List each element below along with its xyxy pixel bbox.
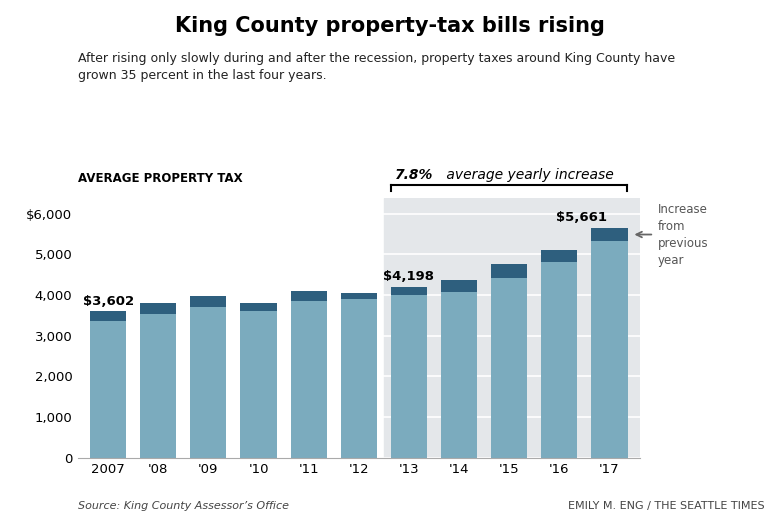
- Text: AVERAGE PROPERTY TAX: AVERAGE PROPERTY TAX: [78, 172, 243, 185]
- Bar: [341, 298, 377, 458]
- Text: average yearly increase: average yearly increase: [442, 168, 614, 182]
- Bar: [491, 278, 527, 458]
- Bar: [341, 293, 377, 298]
- Bar: [391, 287, 427, 295]
- Text: $5,661: $5,661: [556, 211, 607, 224]
- Text: After rising only slowly during and after the recession, property taxes around K: After rising only slowly during and afte…: [78, 52, 675, 82]
- Bar: [190, 307, 226, 458]
- Bar: [190, 296, 226, 307]
- Bar: [491, 264, 527, 278]
- Bar: [90, 321, 126, 458]
- Bar: [240, 303, 277, 311]
- Bar: [240, 311, 277, 458]
- Bar: [90, 311, 126, 321]
- Bar: [391, 295, 427, 458]
- Text: EMILY M. ENG / THE SEATTLE TIMES: EMILY M. ENG / THE SEATTLE TIMES: [568, 501, 764, 511]
- Bar: [291, 291, 327, 301]
- Bar: [140, 303, 176, 314]
- Bar: [140, 314, 176, 458]
- Bar: [591, 228, 628, 241]
- Text: King County property-tax bills rising: King County property-tax bills rising: [175, 16, 605, 35]
- Bar: [441, 280, 477, 292]
- Bar: [441, 292, 477, 458]
- Bar: [541, 262, 577, 458]
- Text: Source: King County Assessor’s Office: Source: King County Assessor’s Office: [78, 501, 289, 511]
- Bar: [591, 241, 628, 458]
- Bar: [384, 198, 650, 458]
- Text: Increase
from
previous
year: Increase from previous year: [658, 202, 708, 267]
- Text: $4,198: $4,198: [384, 270, 434, 283]
- Text: 7.8%: 7.8%: [395, 168, 434, 182]
- Bar: [291, 301, 327, 458]
- Text: $3,602: $3,602: [83, 295, 133, 308]
- Bar: [541, 251, 577, 262]
